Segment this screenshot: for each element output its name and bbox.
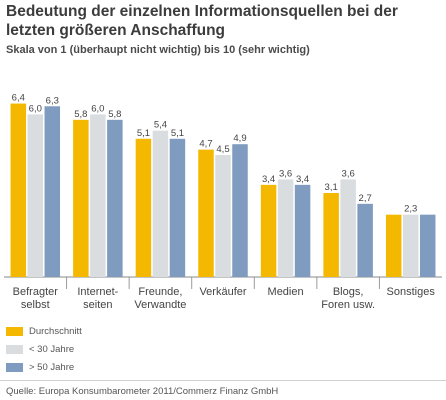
category-label: seiten — [83, 299, 112, 311]
bar — [357, 203, 373, 277]
source-note: Quelle: Europa Konsumbarometer 2011/Comm… — [6, 386, 279, 397]
category-label: Internet- — [77, 286, 118, 298]
category-label: Foren usw. — [321, 299, 375, 311]
bar — [260, 184, 277, 277]
legend-label-under-30: < 30 Jahre — [29, 343, 75, 355]
data-label: 2,7 — [359, 193, 372, 204]
bar — [73, 119, 89, 277]
data-label: 5,4 — [154, 120, 167, 131]
chart-title: Bedeutung der einzelnen Informationsquel… — [6, 3, 398, 39]
bar — [169, 138, 186, 277]
data-label: 6,0 — [91, 103, 104, 114]
bar — [323, 192, 339, 277]
bar — [198, 149, 214, 277]
bar — [385, 214, 402, 277]
data-label: 5,1 — [171, 128, 184, 139]
category-label: Verkäufer — [199, 286, 246, 298]
legend-swatch-over-50 — [6, 362, 23, 372]
bar — [10, 103, 27, 277]
bar — [232, 144, 248, 277]
data-label: 3,4 — [296, 174, 309, 185]
bar — [27, 114, 44, 278]
data-label: 6,0 — [29, 103, 42, 114]
data-label: 5,8 — [108, 109, 121, 120]
category-label: Befragter — [13, 286, 59, 298]
data-label: 5,8 — [74, 109, 87, 120]
bar — [215, 155, 231, 277]
category-label: Sonstiges — [387, 286, 436, 298]
legend-item-over-50: > 50 Jahre — [6, 358, 82, 376]
bar — [90, 114, 106, 278]
bar — [402, 214, 419, 277]
category-label: Verwandte — [134, 299, 186, 311]
data-label: 6,3 — [46, 95, 59, 106]
category-label: selbst — [21, 299, 50, 311]
data-label: 3,4 — [262, 174, 275, 185]
legend-label-over-50: > 50 Jahre — [29, 361, 75, 373]
bar — [135, 138, 152, 277]
data-label: 5,1 — [137, 128, 150, 139]
bar — [419, 214, 436, 277]
data-label: 4,9 — [233, 133, 246, 144]
data-label: 2,3 — [404, 204, 417, 215]
category-label: Medien — [268, 286, 304, 298]
legend-item-durchschnitt: Durchschnitt — [6, 322, 82, 340]
category-label: Freunde, — [138, 286, 182, 298]
data-label: 4,7 — [199, 139, 212, 150]
bar — [152, 130, 169, 277]
data-label: 3,6 — [279, 168, 292, 179]
legend-swatch-durchschnitt — [6, 326, 23, 336]
bar — [294, 184, 311, 277]
legend-label-durchschnitt: Durchschnitt — [29, 325, 82, 337]
footer-divider — [0, 380, 446, 381]
legend-swatch-under-30 — [6, 344, 23, 354]
bar — [277, 179, 294, 277]
data-label: 6,4 — [12, 93, 25, 104]
category-label: Blogs, — [333, 286, 364, 298]
bar — [340, 179, 356, 277]
bar — [44, 106, 61, 278]
data-label: 3,1 — [325, 182, 338, 193]
data-label: 3,6 — [342, 168, 355, 179]
data-label: 4,5 — [216, 144, 229, 155]
legend-item-under-30: < 30 Jahre — [6, 340, 82, 358]
chart-subtitle: Skala von 1 (überhaupt nicht wichtig) bi… — [6, 44, 310, 56]
legend: Durchschnitt < 30 Jahre > 50 Jahre — [6, 322, 82, 376]
bar — [107, 119, 123, 277]
